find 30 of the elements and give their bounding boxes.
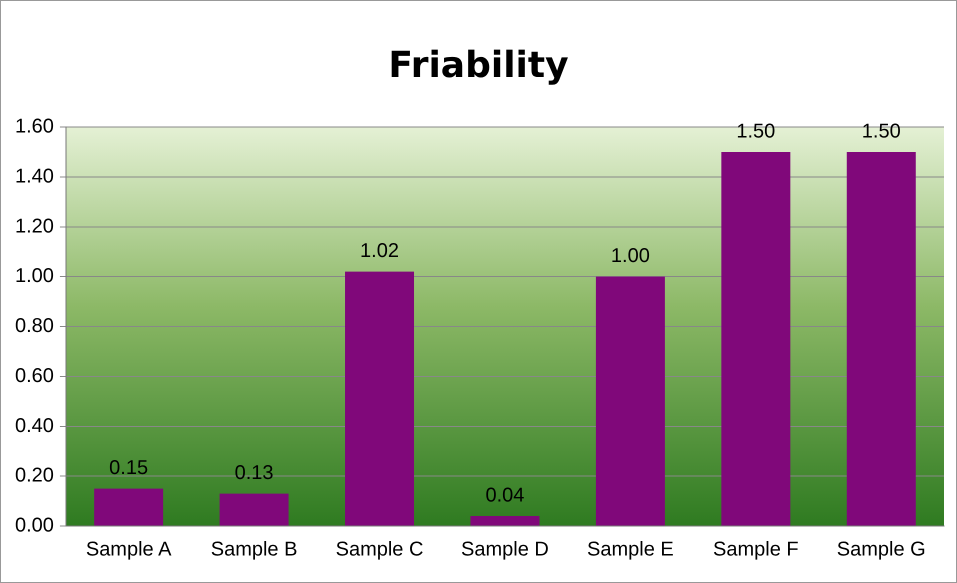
y-tick-label: 0.00: [14, 514, 54, 537]
y-tick-label: 0.20: [14, 464, 54, 487]
data-label: 0.15: [109, 457, 148, 480]
x-tick-label: Sample A: [86, 538, 172, 561]
data-label: 1.00: [610, 245, 650, 268]
bar: [721, 152, 790, 526]
y-tick-label: 1.40: [14, 165, 54, 188]
y-tick-label: 1.60: [14, 116, 54, 138]
y-tick-label: 0.80: [14, 315, 54, 338]
bar: [846, 152, 916, 526]
chart-title: Friability: [387, 45, 570, 86]
x-tick-label: Sample B: [210, 538, 298, 561]
y-tick-label: 1.20: [14, 215, 54, 238]
bar: [345, 272, 414, 526]
data-label: 1.02: [360, 240, 399, 262]
data-label: 0.04: [485, 484, 524, 507]
bar: [470, 516, 540, 526]
x-tick-label: Sample D: [461, 538, 549, 561]
x-tick-label: Sample C: [336, 538, 424, 561]
bar: [94, 488, 164, 526]
y-tick-label: 0.60: [14, 364, 54, 387]
data-label: 1.50: [736, 120, 776, 142]
y-tick-label: 0.40: [14, 414, 54, 437]
data-label: 1.50: [862, 120, 901, 142]
x-tick-label: Sample E: [587, 538, 674, 561]
x-tick-label: Sample G: [836, 538, 926, 561]
bar: [596, 276, 665, 526]
bar: [220, 494, 289, 526]
x-tick-label: Sample F: [713, 538, 799, 561]
y-tick-label: 1.00: [14, 265, 54, 288]
